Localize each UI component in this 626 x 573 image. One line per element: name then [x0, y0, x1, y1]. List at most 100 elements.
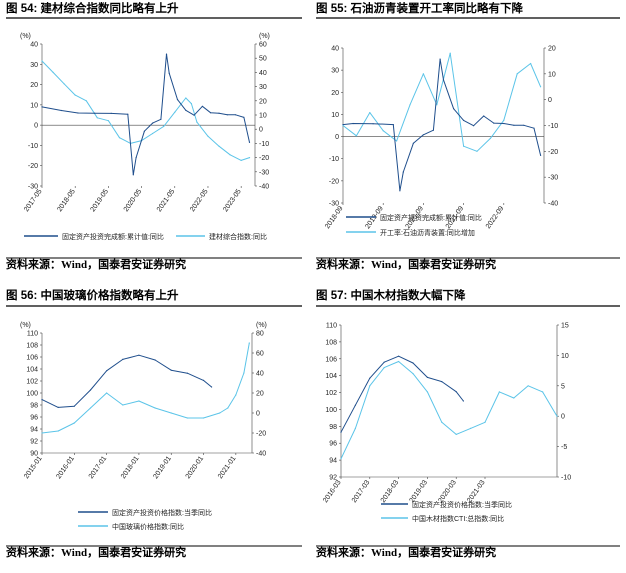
right-tick-label: -30: [259, 169, 269, 176]
legend-label: 建材综合指数:同比: [209, 232, 267, 241]
data-point: [422, 134, 424, 136]
data-point: [513, 124, 515, 126]
right-tick-label: 80: [256, 331, 264, 338]
data-point: [240, 159, 242, 161]
data-point: [398, 355, 400, 357]
data-point: [354, 427, 356, 429]
data-point: [190, 103, 192, 105]
x-tick-label: 2019-05: [90, 188, 111, 213]
data-point: [176, 99, 179, 101]
right-tick-label: 10: [561, 353, 569, 360]
left-tick-label: 98: [329, 424, 337, 431]
data-point: [196, 121, 198, 123]
data-point: [41, 432, 43, 434]
right-tick-label: -20: [256, 431, 266, 438]
right-tick-label: 50: [259, 56, 267, 63]
data-point: [185, 109, 187, 111]
data-point: [132, 174, 134, 176]
data-point: [143, 130, 145, 132]
right-tick-label: -20: [259, 155, 269, 162]
data-point: [556, 415, 558, 417]
x-tick-label: 2022-09: [485, 205, 506, 230]
data-point: [122, 358, 124, 360]
data-point: [248, 342, 250, 344]
data-point: [41, 60, 43, 62]
right-tick-label: -40: [256, 451, 266, 458]
x-tick-label: 2016-03: [322, 479, 343, 504]
data-point: [398, 360, 400, 363]
x-tick-label: 2020-03: [437, 479, 458, 504]
data-point: [426, 376, 428, 378]
data-point: [436, 104, 438, 106]
left-tick-label: 40: [30, 42, 38, 49]
data-point: [342, 124, 344, 127]
series-line-right: [340, 361, 558, 460]
right-tick-label: -40: [259, 184, 269, 191]
right-tick-label: -10: [561, 475, 571, 482]
x-tick-label: 2017-01: [88, 455, 109, 480]
data-point: [498, 391, 500, 393]
x-tick-label: 2015-01: [23, 455, 44, 480]
data-point: [127, 113, 129, 115]
data-point: [57, 430, 59, 432]
data-point: [170, 369, 172, 371]
data-point: [227, 407, 229, 409]
data-point: [138, 400, 140, 402]
right-tick-label: -40: [548, 201, 558, 208]
data-point: [135, 157, 137, 159]
right-tick-label: 40: [256, 371, 264, 378]
data-point: [422, 73, 424, 75]
data-point: [202, 417, 205, 419]
data-point: [74, 94, 76, 96]
panel-title: 图 54: 建材综合指数同比略有上升: [6, 1, 179, 15]
data-point: [369, 377, 371, 379]
left-tick-label: 98: [30, 403, 38, 410]
left-tick-label: 110: [27, 331, 38, 338]
data-point: [453, 108, 455, 110]
right-tick-label: 20: [259, 98, 267, 105]
data-point: [462, 400, 464, 402]
data-point: [463, 119, 465, 121]
data-point: [106, 392, 108, 394]
x-tick-label: 2021-05: [156, 188, 177, 213]
left-tick-label: 30: [331, 68, 339, 75]
data-point: [122, 404, 124, 406]
data-point: [483, 115, 485, 117]
legend-label: 固定资产投资完成额:累计值:同比: [62, 232, 164, 241]
x-tick-label: 2017-05: [23, 188, 44, 213]
right-tick-label: 0: [259, 127, 263, 134]
data-point: [226, 114, 228, 116]
left-tick-label: 100: [325, 407, 337, 414]
right-tick-label: 60: [256, 351, 264, 358]
x-tick-label: 2022-05: [189, 188, 210, 213]
x-tick-label: 2018-03: [380, 479, 401, 504]
data-point: [89, 407, 92, 409]
data-point: [455, 433, 457, 435]
right-tick-label: 30: [259, 84, 267, 91]
panel-title: 图 56: 中国玻璃价格指数略有上升: [6, 288, 179, 302]
x-tick-label: 2018-05: [56, 188, 77, 213]
data-point: [248, 141, 251, 143]
left-tick-label: 20: [331, 90, 339, 97]
data-point: [484, 421, 486, 423]
data-point: [455, 391, 457, 393]
data-point: [185, 97, 187, 99]
data-point: [409, 104, 411, 106]
source-note: 资料来源：Wind，国泰君安证券研究: [316, 545, 496, 559]
source-note: 资料来源：Wind，国泰君安证券研究: [6, 545, 186, 559]
data-point: [73, 405, 75, 407]
data-point: [516, 73, 518, 75]
legend: 固定资产投资完成额:累计值:同比 建材综合指数:同比: [24, 232, 267, 241]
data-point: [382, 130, 384, 132]
data-point: [369, 385, 371, 387]
data-point: [542, 391, 544, 393]
data-point: [170, 412, 172, 414]
data-point: [218, 145, 220, 147]
legend-label: 中国玻璃价格指数:同比: [112, 522, 184, 531]
data-point: [392, 124, 394, 126]
data-point: [211, 386, 213, 388]
